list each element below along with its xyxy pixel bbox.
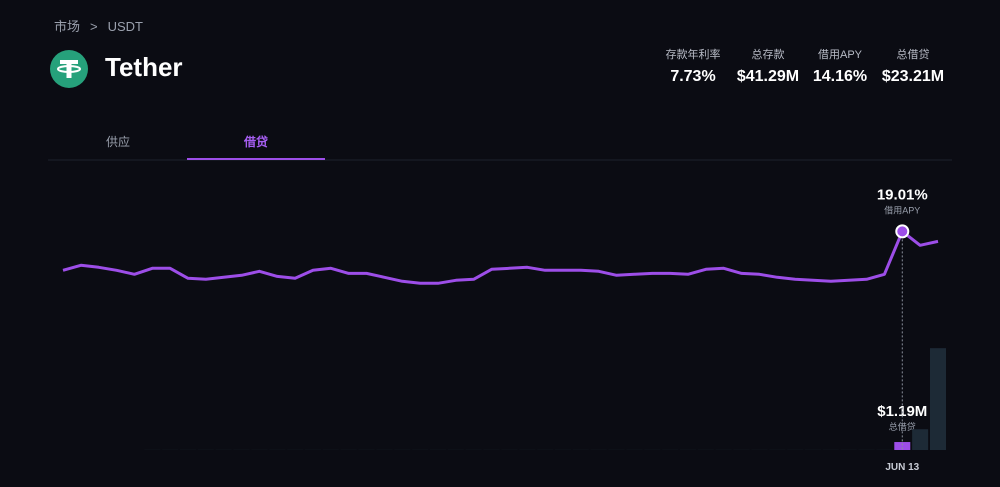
stat-value: 7.73% (670, 68, 716, 85)
stat-label: 借用APY (817, 49, 862, 61)
bar (894, 442, 911, 450)
tether-logo (50, 50, 88, 88)
stat-label: 总存款 (751, 49, 785, 61)
x-tick-label: JUN 13 (885, 462, 919, 473)
stat: 总存款 $41.29M (718, 46, 818, 86)
breadcrumb: 市场 > USDT (54, 16, 153, 35)
tab-active[interactable]: 借贷 (243, 135, 268, 149)
breadcrumb-item[interactable]: 市场 (54, 19, 81, 34)
stat: 存款年利率 7.73% (643, 46, 743, 86)
stat: 总借贷 $23.21M (863, 46, 963, 86)
stat-value: $41.29M (736, 68, 800, 85)
line (62, 229, 939, 285)
tab[interactable]: 供应 (105, 135, 130, 149)
stat-value: $23.21M (881, 68, 945, 85)
asset-title: Tether (105, 52, 183, 82)
series-name: 借用APY (884, 204, 920, 215)
breadcrumb-separator: > (90, 19, 98, 34)
point (895, 224, 910, 239)
bar (912, 429, 929, 450)
stat-label: 存款年利率 (665, 49, 721, 61)
stat-label: 总借贷 (896, 49, 930, 61)
stat: 借用APY 14.16% (790, 46, 890, 86)
series-name: 总借贷 (889, 421, 916, 432)
bar (930, 348, 946, 450)
point-value-label: 19.01% (877, 186, 928, 203)
breadcrumb-item: USDT (107, 19, 143, 34)
stat-value: 14.16% (812, 68, 868, 85)
